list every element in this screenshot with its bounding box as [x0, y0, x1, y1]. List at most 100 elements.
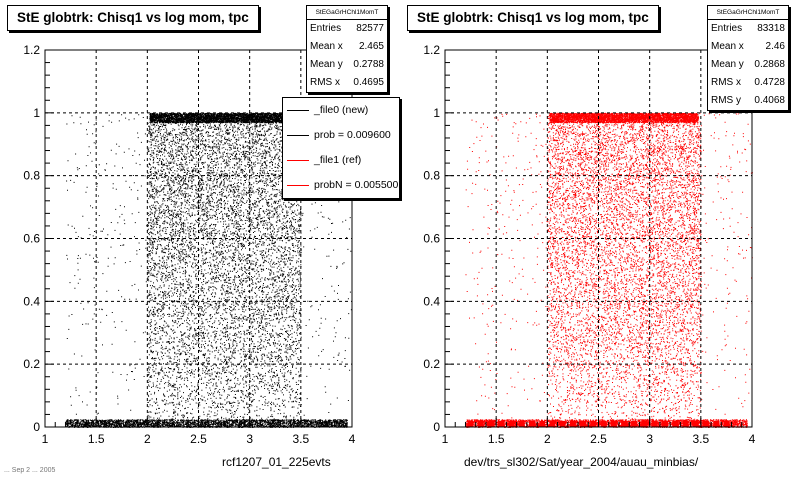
stats-row: Mean x 2.465 — [307, 38, 387, 56]
stats-value: 2.46 — [765, 41, 785, 52]
y-tick-label: 0.4 — [423, 294, 440, 308]
bottom-band-marker — [528, 420, 535, 427]
right-stats-box: StEGaGrHChl1MomT Entries 83318 Mean x 2.46 M… — [707, 5, 789, 111]
y-tick-label: 0.8 — [23, 169, 40, 183]
bottom-band-marker — [539, 420, 546, 427]
stats-value: 0.4728 — [754, 77, 785, 88]
legend-entry-file1: _file1 (ref) — [283, 148, 399, 173]
left-plot-pad: 1 1.5 2 2.5 3 3.5 4 0 0.2 0.4 0.6 0.8 1 1.2 StE globt… — [7, 5, 400, 469]
stats-row: RMS x 0.4695 — [307, 74, 387, 92]
stats-label: RMS x — [310, 77, 340, 88]
left-stats-box: StEGaGrHChl1MomT Entries 82577 Mean x 2.465… — [306, 5, 388, 93]
legend-entry-probn: probN = 0.005500 — [283, 173, 399, 198]
stats-value: 82577 — [356, 23, 384, 34]
right-plot-pad: 1 1.5 2 2.5 3 3.5 4 0 0.2 0.4 0.6 0.8 1 1.2 StE globt… — [400, 0, 800, 480]
stats-value: 2.465 — [358, 41, 384, 52]
x-tick-label: 3 — [646, 432, 653, 446]
left-scatter-plot: 1 1.5 2 2.5 3 3.5 4 0 0.2 0.4 0.6 0.8 1 1.2 — [23, 43, 356, 446]
y-tick-label: 0 — [433, 420, 440, 434]
stats-value: 0.4695 — [353, 77, 384, 88]
x-tick-label: 4 — [349, 432, 356, 446]
right-scatter-plot: 1 1.5 2 2.5 3 3.5 4 0 0.2 0.4 0.6 0.8 1 1.2 — [423, 43, 755, 446]
right-x-axis-label: dev/trs_sl302/Sat/year_2004/auau_minbias… — [464, 455, 699, 469]
stats-value: 0.2788 — [353, 59, 384, 70]
stats-row: Entries 83318 — [708, 20, 788, 38]
stats-label: Mean x — [711, 41, 744, 52]
legend-label: prob = 0.009600 — [314, 129, 391, 141]
x-tick-label: 1.5 — [488, 432, 505, 446]
bottom-band-marker — [559, 420, 566, 427]
bottom-band-marker — [549, 420, 556, 427]
bottom-band-marker — [467, 420, 474, 427]
y-tick-label: 1 — [33, 106, 40, 120]
y-tick-label: 0 — [33, 420, 40, 434]
bottom-band-marker — [508, 420, 515, 427]
x-tick-label: 2 — [144, 432, 151, 446]
stats-row: Entries 82577 — [307, 20, 387, 38]
y-tick-label: 0.6 — [423, 232, 440, 246]
bottom-band-marker — [621, 420, 628, 427]
bottom-band-marker — [610, 420, 617, 427]
right-plot-title: StE globtrk: Chisq1 vs log mom, tpc — [407, 5, 659, 31]
footer-date-text: ... Sep 2 ... 2005 — [4, 467, 56, 474]
x-tick-label: 3.5 — [692, 432, 709, 446]
y-tick-label: 1.2 — [423, 43, 440, 57]
legend-label: probN = 0.005500 — [314, 179, 399, 191]
stats-label: RMS y — [711, 95, 741, 106]
bottom-band-marker — [672, 420, 679, 427]
bottom-band-marker — [631, 420, 638, 427]
legend-line-red — [287, 185, 309, 186]
left-stats-name: StEGaGrHChl1MomT — [307, 6, 387, 20]
legend-entry-file0: _file0 (new) — [283, 98, 399, 123]
scatter-points — [65, 112, 353, 429]
bottom-band-marker — [580, 420, 587, 427]
x-tick-label: 1 — [42, 432, 49, 446]
right-stats-name: StEGaGrHChl1MomT — [708, 6, 788, 20]
stats-row: Mean y 0.2868 — [708, 56, 788, 74]
bottom-band-marker — [488, 420, 495, 427]
bottom-band-marker — [723, 420, 730, 427]
y-tick-label: 1 — [433, 106, 440, 120]
y-tick-label: 1.2 — [23, 43, 40, 57]
y-tick-label: 0.2 — [423, 357, 440, 371]
x-tick-label: 2 — [544, 432, 551, 446]
bottom-band-marker — [569, 420, 576, 427]
bottom-band-marker — [692, 420, 699, 427]
x-tick-label: 2.5 — [590, 432, 607, 446]
stats-label: RMS x — [711, 77, 741, 88]
stats-label: Mean x — [310, 41, 343, 52]
x-tick-label: 1.5 — [88, 432, 105, 446]
stats-row: RMS y 0.4068 — [708, 92, 788, 110]
legend-line-red — [287, 160, 309, 161]
x-tick-label: 3 — [246, 432, 253, 446]
y-tick-label: 0.2 — [23, 357, 40, 371]
stats-value: 0.4068 — [754, 95, 785, 106]
bottom-band-marker — [600, 420, 607, 427]
stats-label: Mean y — [711, 59, 744, 70]
stats-label: Entries — [310, 23, 342, 34]
scatter-points — [465, 112, 753, 429]
x-tick-label: 3.5 — [292, 432, 309, 446]
y-tick-label: 0.6 — [23, 232, 40, 246]
bottom-band-marker — [641, 420, 648, 427]
x-tick-label: 1 — [442, 432, 449, 446]
legend-line-black — [287, 135, 309, 136]
legend-label: _file1 (ref) — [314, 154, 362, 166]
stats-row: RMS x 0.4728 — [708, 74, 788, 92]
grid-lines — [445, 50, 752, 427]
stats-value: 83318 — [757, 23, 785, 34]
left-plot-title: StE globtrk: Chisq1 vs log mom, tpc — [7, 5, 259, 31]
y-tick-label: 0.4 — [23, 294, 40, 308]
stats-label: Entries — [711, 23, 743, 34]
bottom-band-marker — [662, 420, 669, 427]
bottom-band-marker — [477, 420, 484, 427]
legend-label: _file0 (new) — [314, 104, 369, 116]
left-x-axis-label: rcf1207_01_225evts — [222, 455, 331, 469]
bottom-band-marker — [702, 420, 709, 427]
bottom-band-marker — [651, 420, 658, 427]
x-tick-label: 2.5 — [190, 432, 207, 446]
y-tick-label: 0.8 — [423, 169, 440, 183]
bottom-band-marker — [682, 420, 689, 427]
legend-line-black — [287, 110, 309, 111]
stats-value: 0.2868 — [754, 59, 785, 70]
